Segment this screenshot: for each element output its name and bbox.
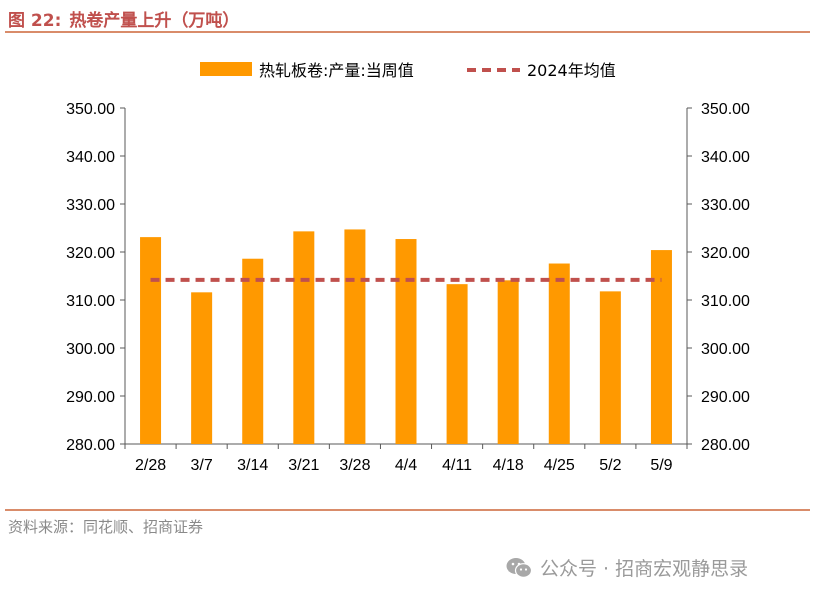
chart-title: 热卷产量上升（万吨） — [69, 11, 240, 31]
y-tick-label-right: 320.00 — [701, 245, 750, 262]
bar — [344, 229, 366, 444]
y-tick-label-left: 280.00 — [66, 437, 115, 454]
bar — [140, 237, 162, 444]
x-tick-label: 4/4 — [395, 457, 417, 474]
y-tick-label-right: 350.00 — [701, 101, 750, 118]
y-tick-label-left: 320.00 — [66, 245, 115, 262]
header-rule — [5, 31, 810, 33]
bar — [446, 284, 468, 444]
y-tick-label-left: 310.00 — [66, 293, 115, 310]
x-tick-label: 5/9 — [650, 457, 672, 474]
wechat-icon — [506, 557, 532, 578]
bar — [395, 239, 417, 444]
bar — [293, 231, 315, 444]
y-tick-label-left: 340.00 — [66, 149, 115, 166]
legend: 热轧板卷:产量:当周值 2024年均值 — [200, 61, 616, 80]
figure-label: 图 22: — [8, 11, 62, 31]
x-tick-labels: 2/28 3/7 3/14 3/21 3/28 4/4 4/11 4/18 4/25 5/2 5/9 — [124, 444, 688, 474]
footer-rule — [5, 509, 810, 511]
chart-area: 热轧板卷:产量:当周值 2024年均值 280.00 290.00 300.00 31… — [66, 61, 750, 474]
watermark: 公众号 · 招商宏观静思录 — [506, 554, 748, 581]
bar — [650, 250, 672, 444]
x-tick-label: 4/18 — [493, 457, 524, 474]
y-tick-label-left: 290.00 — [66, 389, 115, 406]
x-tick-label: 3/28 — [339, 457, 370, 474]
y-tick-label-right: 300.00 — [701, 341, 750, 358]
y-tick-label-left: 350.00 — [66, 101, 115, 118]
x-tick-label: 2/28 — [135, 457, 166, 474]
y-tick-label-right: 310.00 — [701, 293, 750, 310]
x-tick-label: 4/11 — [442, 457, 472, 474]
bar — [191, 292, 213, 444]
y-tick-label-left: 330.00 — [66, 197, 115, 214]
x-tick-label: 5/2 — [599, 457, 621, 474]
figure-header: 图 22: 热卷产量上升（万吨） — [8, 6, 239, 31]
legend-swatch-bar — [200, 62, 252, 76]
y-tick-label-right: 290.00 — [701, 389, 750, 406]
y-tick-label-right: 340.00 — [701, 149, 750, 166]
legend-label-bar: 热轧板卷:产量:当周值 — [259, 61, 414, 80]
x-tick-label: 4/25 — [544, 457, 575, 474]
y-ticks-right: 280.00 290.00 300.00 310.00 320.00 330.00 340.… — [687, 101, 750, 454]
legend-label-average: 2024年均值 — [527, 61, 616, 80]
watermark-text: 公众号 · 招商宏观静思录 — [540, 558, 749, 580]
bar — [599, 291, 621, 444]
bar — [242, 258, 264, 444]
y-tick-label-right: 330.00 — [701, 197, 750, 214]
bar-series — [140, 229, 672, 444]
y-ticks-left: 280.00 290.00 300.00 310.00 320.00 330.00 340.… — [66, 101, 125, 454]
source-note: 资料来源：同花顺、招商证券 — [8, 518, 204, 536]
y-tick-label-left: 300.00 — [66, 341, 115, 358]
bar — [497, 280, 519, 444]
bar — [548, 263, 570, 444]
x-tick-label: 3/7 — [191, 457, 213, 474]
x-tick-label: 3/21 — [288, 457, 319, 474]
x-tick-label: 3/14 — [237, 457, 268, 474]
y-tick-label-right: 280.00 — [701, 437, 750, 454]
